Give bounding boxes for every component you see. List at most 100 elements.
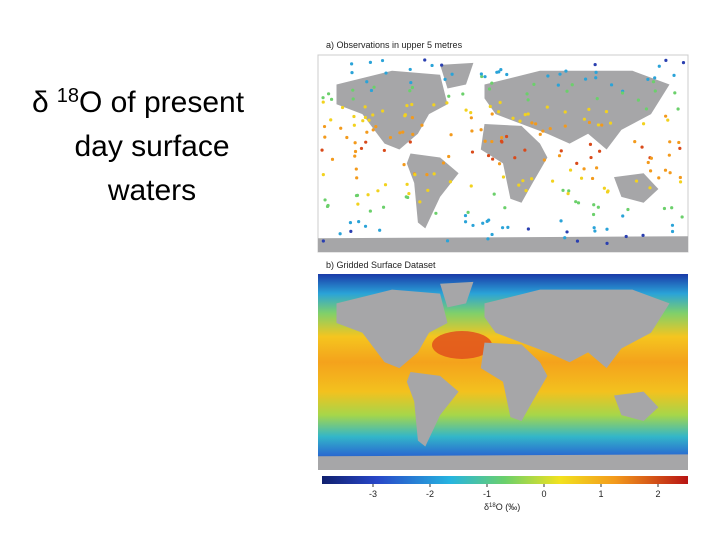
observation-dot (350, 71, 354, 75)
observation-dot (382, 148, 386, 153)
observation-dot (463, 213, 468, 218)
observation-dot (538, 132, 542, 136)
observation-dot (526, 98, 530, 102)
observation-dot (530, 121, 534, 125)
observation-dot (383, 183, 388, 187)
colorbar-tick-label: -3 (369, 489, 377, 499)
observation-dot (600, 123, 604, 127)
observation-dot (322, 124, 327, 129)
observation-dot (355, 176, 359, 180)
title-line: δ 18O of present (32, 85, 245, 119)
observation-dot (359, 146, 364, 151)
observation-dot (408, 89, 412, 93)
observation-dot (589, 155, 593, 160)
observation-dot (500, 140, 504, 144)
observation-dot (323, 198, 327, 202)
observation-dot (490, 139, 494, 144)
observation-dot (525, 92, 529, 96)
observation-dot (564, 69, 568, 73)
observation-dot (566, 192, 570, 196)
observation-dot (594, 166, 599, 170)
observation-dot (664, 114, 668, 118)
observation-dot (534, 122, 538, 126)
observation-dot (483, 139, 487, 143)
observation-dot (541, 129, 545, 133)
observation-dot (405, 103, 409, 108)
observation-dot (351, 88, 355, 92)
observation-dot (517, 183, 521, 187)
observation-dot (559, 219, 563, 223)
observation-dot (445, 101, 449, 105)
observation-dot (432, 103, 436, 107)
observation-dot (487, 218, 491, 222)
observation-dot (503, 206, 507, 210)
observation-dot (354, 167, 358, 171)
observation-dot (388, 135, 393, 140)
observation-dot (447, 154, 451, 159)
observation-dot (605, 227, 609, 231)
observation-dot (636, 98, 640, 102)
observation-dot (480, 74, 484, 79)
observation-dot (321, 173, 325, 177)
observation-dot (481, 221, 485, 225)
observation-dot (410, 102, 414, 107)
observation-dot (384, 71, 388, 75)
observation-dot (579, 176, 584, 180)
observation-dot (443, 77, 447, 81)
observation-dot (408, 67, 412, 72)
observation-dot (663, 168, 668, 172)
observation-dot (648, 169, 653, 173)
observation-dot (352, 123, 356, 127)
observation-dot (413, 173, 417, 177)
observation-dot (621, 214, 625, 218)
observation-dot (432, 172, 436, 176)
observation-dot (501, 175, 506, 179)
colorbar-tick-label: -1 (483, 489, 491, 499)
observation-dot (557, 154, 562, 158)
observation-dot (381, 205, 386, 209)
observation-dot (521, 179, 525, 183)
observation-dot (470, 150, 475, 154)
panel-label: a) Observations in upper 5 metres (326, 40, 463, 50)
observation-dot (479, 128, 483, 132)
observation-dot (653, 76, 657, 80)
observation-dot (369, 88, 374, 93)
observation-dot (499, 68, 503, 72)
observation-dot (500, 135, 504, 140)
observation-dot (595, 97, 599, 101)
observation-dot (357, 220, 361, 224)
observation-dot (372, 85, 376, 89)
colorbar-ticks: -3 -2 -1 0 1 2 (369, 484, 661, 499)
colorbar (322, 476, 688, 484)
observation-dot (403, 114, 407, 118)
observation-dot (548, 126, 552, 131)
title-line: day surface (74, 130, 229, 163)
observation-dot (486, 153, 491, 158)
title-text: O of present (79, 86, 245, 119)
observation-dot (518, 119, 522, 123)
observation-dot (464, 108, 468, 112)
observation-dot (505, 72, 509, 77)
observation-dot (677, 140, 681, 145)
observation-dot (320, 148, 324, 152)
observation-dot (447, 94, 451, 98)
observation-dot (365, 80, 369, 84)
observation-dot (479, 72, 483, 76)
observation-dot (449, 133, 453, 137)
observation-dot (594, 76, 598, 80)
observation-dot (491, 157, 495, 161)
observation-dot (596, 123, 601, 127)
observation-dot (673, 91, 677, 95)
observation-dot (440, 63, 444, 67)
observation-dot (602, 186, 606, 190)
observation-dot (471, 223, 475, 228)
observation-dot (604, 110, 609, 114)
observation-dot (670, 206, 674, 210)
observation-dot (371, 128, 375, 132)
observation-dot (575, 161, 579, 165)
observation-dot (646, 160, 650, 165)
observation-dot (445, 239, 450, 243)
observation-dot (608, 121, 613, 125)
